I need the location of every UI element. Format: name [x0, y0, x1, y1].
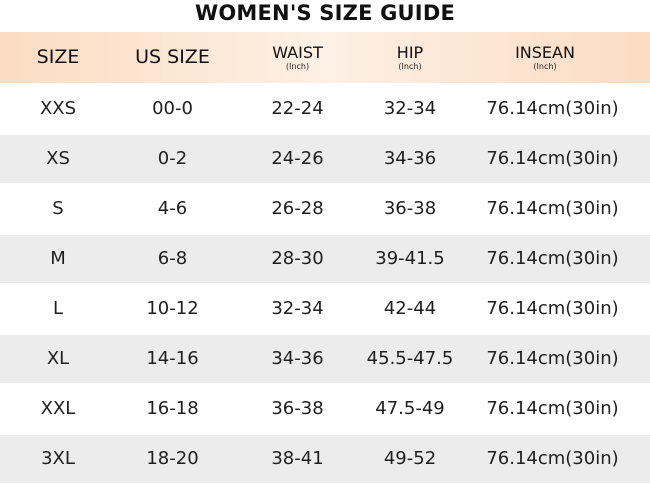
header-label: WAIST	[272, 43, 323, 62]
table-header: SIZE US SIZE WAIST (Inch) HIP (Inch) INS…	[0, 32, 650, 83]
cell-hip: 49-52	[383, 448, 437, 469]
header-unit: (Inch)	[398, 62, 422, 71]
cell-us-size: 16-18	[146, 398, 199, 419]
cell-us-size: 10-12	[146, 298, 199, 319]
cell-waist: 34-36	[271, 348, 324, 369]
cell-waist: 24-26	[271, 148, 324, 169]
cell-us-size: 6-8	[157, 248, 188, 269]
cell-insean: 76.14cm(30in)	[486, 198, 619, 219]
cell-hip: 42-44	[383, 298, 437, 319]
cell-insean: 76.14cm(30in)	[486, 98, 619, 119]
cell-size: L	[52, 298, 64, 319]
cell-size: XXL	[40, 398, 76, 419]
cell-size: XXS	[39, 98, 77, 119]
cell-waist: 36-38	[271, 398, 324, 419]
cell-insean: 76.14cm(30in)	[486, 148, 619, 169]
header-hip: HIP (Inch)	[355, 32, 465, 83]
header-unit: (Inch)	[285, 62, 310, 71]
cell-hip: 47.5-49	[375, 398, 445, 419]
header-label: US SIZE	[135, 46, 210, 68]
cell-waist: 38-41	[271, 448, 324, 469]
cell-size: S	[52, 198, 64, 219]
cell-waist: 26-28	[271, 198, 324, 219]
cell-us-size: 0-2	[157, 148, 188, 169]
header-us-size: US SIZE	[120, 32, 225, 83]
cell-waist: 28-30	[271, 248, 324, 269]
cell-us-size: 14-16	[146, 348, 199, 369]
cell-hip: 45.5-47.5	[366, 348, 454, 369]
table-row: XXS 00-0 22-24 32-34 76.14cm(30in)	[0, 83, 650, 133]
cell-size: 3XL	[41, 448, 75, 469]
cell-insean: 76.14cm(30in)	[486, 248, 619, 269]
table-row: 3XL 18-20 38-41 49-52 76.14cm(30in)	[0, 433, 650, 483]
cell-us-size: 18-20	[146, 448, 199, 469]
cell-size: XS	[46, 148, 70, 169]
table-row: M 6-8 28-30 39-41.5 76.14cm(30in)	[0, 233, 650, 283]
table-row: S 4-6 26-28 36-38 76.14cm(30in)	[0, 183, 650, 233]
table-row: XXL 16-18 36-38 47.5-49 76.14cm(30in)	[0, 383, 650, 433]
header-label: SIZE	[36, 46, 80, 68]
cell-insean: 76.14cm(30in)	[486, 398, 619, 419]
header-insean: INSEAN (Inch)	[470, 32, 620, 83]
cell-insean: 76.14cm(30in)	[486, 298, 619, 319]
cell-size: M	[50, 248, 66, 269]
header-waist: WAIST (Inch)	[240, 32, 355, 83]
cell-hip: 34-36	[383, 148, 437, 169]
header-unit: (Inch)	[533, 62, 557, 71]
cell-us-size: 00-0	[152, 98, 193, 119]
cell-size: XL	[46, 348, 70, 369]
cell-hip: 36-38	[383, 198, 437, 219]
cell-waist: 22-24	[271, 98, 324, 119]
cell-hip: 39-41.5	[375, 248, 445, 269]
size-table: SIZE US SIZE WAIST (Inch) HIP (Inch) INS…	[0, 32, 650, 483]
cell-insean: 76.14cm(30in)	[486, 448, 619, 469]
table-row: XL 14-16 34-36 45.5-47.5 76.14cm(30in)	[0, 333, 650, 383]
table-row: XS 0-2 24-26 34-36 76.14cm(30in)	[0, 133, 650, 183]
table-row: L 10-12 32-34 42-44 76.14cm(30in)	[0, 283, 650, 333]
header-label: HIP	[396, 43, 424, 62]
page-title: WOMEN'S SIZE GUIDE	[195, 1, 455, 25]
header-label: INSEAN	[515, 43, 575, 62]
header-size: SIZE	[8, 32, 108, 83]
cell-insean: 76.14cm(30in)	[486, 348, 619, 369]
cell-waist: 32-34	[271, 298, 324, 319]
cell-hip: 32-34	[383, 98, 437, 119]
cell-us-size: 4-6	[157, 198, 188, 219]
